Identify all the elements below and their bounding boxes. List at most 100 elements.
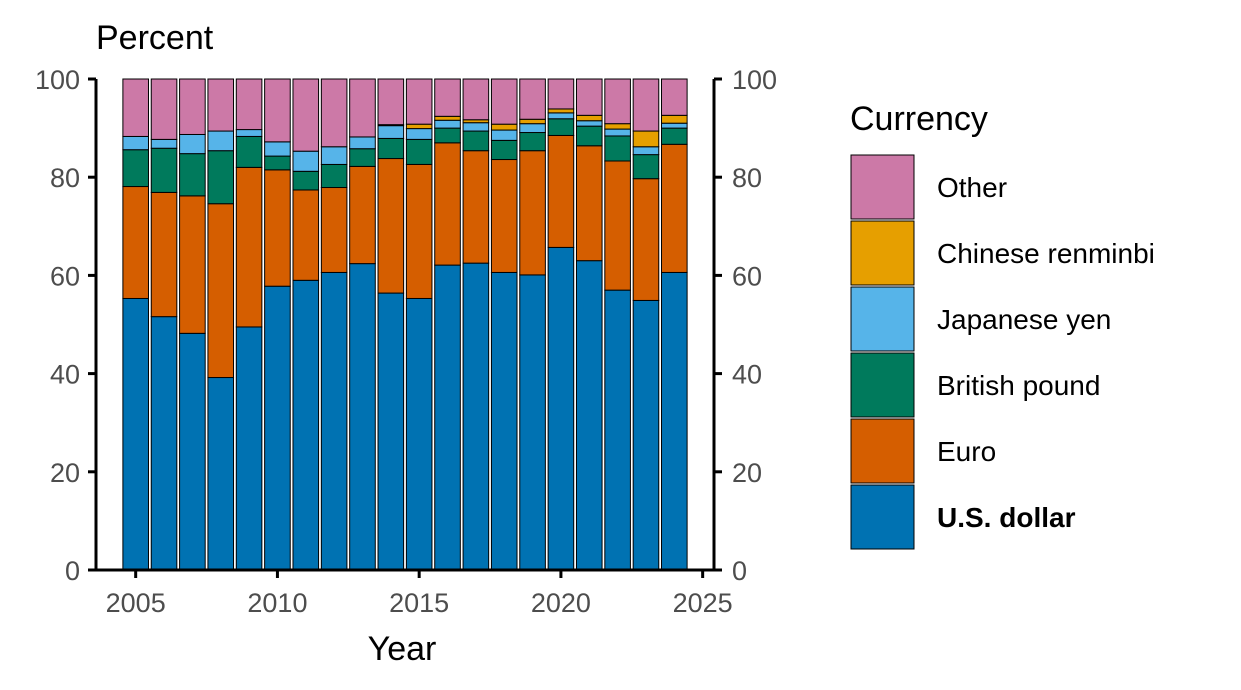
bar-u-s-dollar-2015 bbox=[405, 297, 433, 571]
bar-euro-2024 bbox=[661, 143, 688, 273]
y-tick-label-left-60: 60 bbox=[50, 261, 80, 291]
bar-japanese-yen-2007 bbox=[179, 133, 206, 155]
x-tick-label-2005: 2005 bbox=[106, 588, 166, 618]
bar-other-2010 bbox=[264, 78, 291, 143]
bar-other-2016 bbox=[434, 78, 461, 117]
bar-other-2019 bbox=[519, 78, 546, 120]
bar-japanese-yen-2008 bbox=[207, 130, 235, 152]
bars-group bbox=[122, 78, 688, 571]
bar-japanese-yen-2012 bbox=[320, 146, 348, 165]
bar-u-s-dollar-2019 bbox=[519, 274, 546, 571]
bar-euro-2020 bbox=[547, 134, 575, 248]
legend-swatch-u-s-dollar bbox=[850, 484, 915, 550]
y-tick-label-left-20: 20 bbox=[50, 458, 80, 488]
bar-japanese-yen-2024 bbox=[661, 122, 688, 129]
bar-u-s-dollar-2010 bbox=[264, 285, 291, 571]
bar-japanese-yen-2021 bbox=[575, 120, 603, 127]
bar-euro-2018 bbox=[490, 159, 518, 273]
y-tick-label-right-80: 80 bbox=[732, 163, 762, 193]
bar-u-s-dollar-2022 bbox=[604, 289, 631, 571]
bar-british-pound-2006 bbox=[150, 147, 178, 193]
legend-label-british-pound: British pound bbox=[937, 370, 1100, 401]
y-tick-label-right-0: 0 bbox=[732, 556, 747, 586]
y-tick-label-left-80: 80 bbox=[50, 163, 80, 193]
bar-chinese-renminbi-2018 bbox=[490, 123, 518, 131]
bar-british-pound-2014 bbox=[377, 137, 405, 160]
bar-chinese-renminbi-2016 bbox=[434, 115, 461, 121]
bar-japanese-yen-2013 bbox=[349, 136, 376, 150]
bar-euro-2021 bbox=[575, 145, 603, 262]
bar-other-2020 bbox=[547, 78, 575, 110]
bar-euro-2016 bbox=[434, 142, 461, 266]
bar-euro-2009 bbox=[235, 166, 263, 328]
y-tick-label-right-20: 20 bbox=[732, 458, 762, 488]
bar-euro-2017 bbox=[462, 150, 490, 264]
bar-u-s-dollar-2023 bbox=[632, 299, 660, 571]
bar-u-s-dollar-2013 bbox=[349, 263, 376, 571]
bar-u-s-dollar-2020 bbox=[547, 246, 575, 571]
bar-british-pound-2022 bbox=[604, 135, 631, 162]
bar-u-s-dollar-2016 bbox=[434, 264, 461, 571]
y-tick-label-left-100: 100 bbox=[35, 65, 80, 95]
bar-euro-2023 bbox=[632, 178, 660, 301]
bar-euro-2012 bbox=[320, 187, 348, 273]
bar-british-pound-2016 bbox=[434, 127, 461, 144]
bar-other-2015 bbox=[405, 78, 433, 125]
bar-japanese-yen-2016 bbox=[434, 119, 461, 129]
legend-swatch-chinese-renminbi bbox=[850, 220, 915, 286]
bar-u-s-dollar-2012 bbox=[320, 271, 348, 571]
bar-japanese-yen-2020 bbox=[547, 112, 575, 120]
bar-british-pound-2021 bbox=[575, 125, 603, 147]
bar-other-2023 bbox=[632, 78, 660, 132]
legend-swatch-other bbox=[850, 154, 915, 220]
bar-british-pound-2010 bbox=[264, 155, 291, 171]
bar-other-2022 bbox=[604, 78, 631, 125]
legend-swatch-british-pound bbox=[850, 352, 915, 418]
x-tick-label-2025: 2025 bbox=[673, 588, 733, 618]
bar-euro-2014 bbox=[377, 158, 405, 294]
bar-euro-2013 bbox=[349, 165, 376, 265]
bar-euro-2006 bbox=[150, 191, 178, 318]
y-tick-label-right-40: 40 bbox=[732, 360, 762, 390]
bar-other-2013 bbox=[349, 78, 376, 138]
bar-japanese-yen-2023 bbox=[632, 146, 660, 156]
bar-euro-2019 bbox=[519, 150, 546, 276]
bar-other-2012 bbox=[320, 78, 348, 148]
bar-other-2007 bbox=[179, 78, 206, 135]
bar-japanese-yen-2009 bbox=[235, 129, 263, 137]
bar-british-pound-2011 bbox=[292, 170, 320, 191]
legend-label-japanese-yen: Japanese yen bbox=[937, 304, 1111, 335]
bar-chinese-renminbi-2020 bbox=[547, 108, 575, 114]
bar-other-2008 bbox=[207, 78, 235, 132]
bar-british-pound-2018 bbox=[490, 139, 518, 161]
bar-euro-2022 bbox=[604, 160, 631, 291]
bar-other-2024 bbox=[661, 78, 688, 116]
bar-japanese-yen-2010 bbox=[264, 141, 291, 157]
bar-japanese-yen-2014 bbox=[377, 125, 405, 139]
bar-british-pound-2015 bbox=[405, 138, 433, 165]
legend: Other Chinese renminbi Japanese yen British… bbox=[850, 154, 1155, 550]
y-tick-label-right-100: 100 bbox=[732, 65, 777, 95]
bar-euro-2007 bbox=[179, 195, 206, 334]
bar-british-pound-2023 bbox=[632, 154, 660, 180]
bar-other-2009 bbox=[235, 78, 263, 131]
bar-british-pound-2008 bbox=[207, 150, 235, 205]
bar-other-2006 bbox=[150, 78, 178, 140]
legend-label-euro: Euro bbox=[937, 436, 996, 467]
bar-chinese-renminbi-2015 bbox=[405, 123, 433, 130]
bar-u-s-dollar-2009 bbox=[235, 326, 263, 571]
bar-u-s-dollar-2008 bbox=[207, 377, 235, 571]
bar-other-2005 bbox=[122, 78, 149, 137]
legend-label-u-s-dollar: U.S. dollar bbox=[937, 502, 1076, 533]
bar-euro-2005 bbox=[122, 186, 149, 299]
bar-u-s-dollar-2017 bbox=[462, 262, 490, 571]
bar-chinese-renminbi-2024 bbox=[661, 114, 688, 124]
bar-other-2014 bbox=[377, 78, 405, 126]
bar-u-s-dollar-2006 bbox=[150, 316, 178, 571]
bar-japanese-yen-2015 bbox=[405, 128, 433, 140]
bar-u-s-dollar-2018 bbox=[490, 271, 518, 571]
bar-chinese-renminbi-2019 bbox=[519, 118, 546, 125]
bar-british-pound-2019 bbox=[519, 132, 546, 152]
bar-japanese-yen-2018 bbox=[490, 129, 518, 141]
